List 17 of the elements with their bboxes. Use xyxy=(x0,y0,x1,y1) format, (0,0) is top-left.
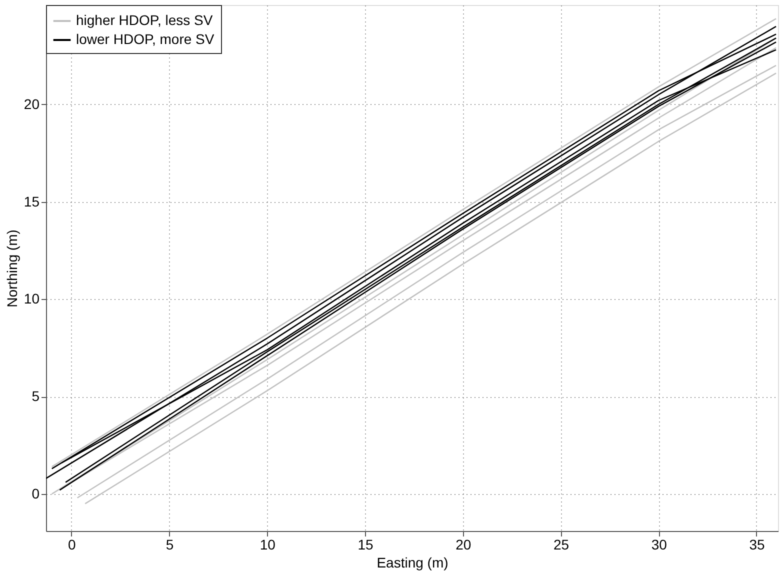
y-tick-label: 15 xyxy=(24,193,40,210)
y-tick-label: 5 xyxy=(32,388,40,404)
x-axis-title: Easting (m) xyxy=(376,554,448,570)
x-tick-label: 20 xyxy=(456,536,472,552)
y-tick-label: 10 xyxy=(24,290,40,307)
y-axis-title: Northing (m) xyxy=(4,230,20,308)
y-tick-label: 20 xyxy=(24,96,40,112)
x-tick-label: 25 xyxy=(553,536,570,552)
x-tick-label: 30 xyxy=(651,536,668,552)
x-tick-label: 15 xyxy=(358,536,374,552)
x-tick-label: 10 xyxy=(260,536,276,552)
x-tick-label: 0 xyxy=(68,536,76,552)
x-tick-label: 35 xyxy=(749,536,765,552)
x-tick-label: 5 xyxy=(166,536,174,552)
legend-label: higher HDOP, less SV xyxy=(76,12,214,28)
y-tick-label: 0 xyxy=(32,485,40,502)
legend-label: lower HDOP, more SV xyxy=(76,31,215,47)
